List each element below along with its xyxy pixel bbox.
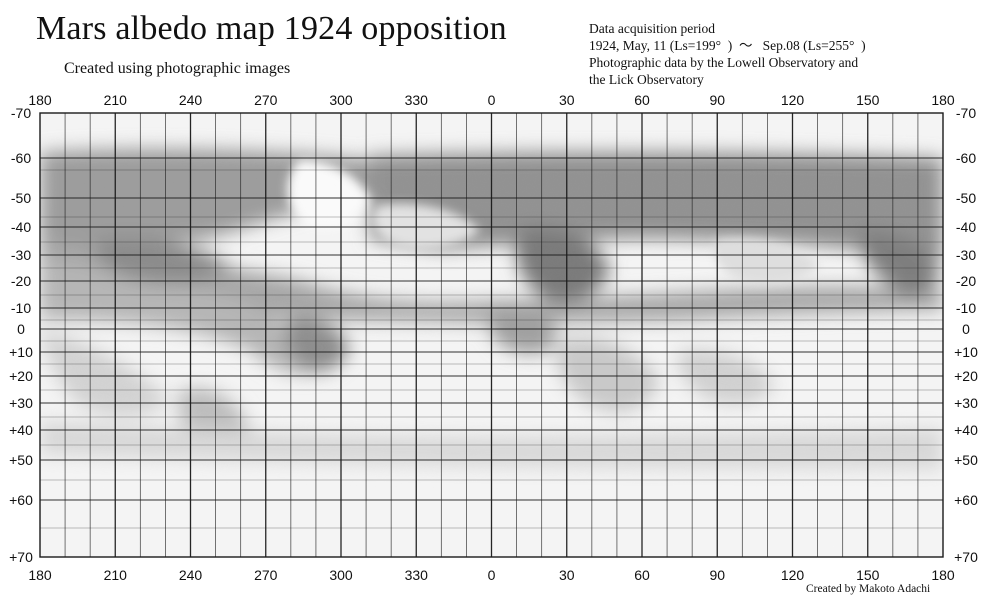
latitude-tick-right: -70: [956, 105, 976, 121]
longitude-tick-bottom: 30: [559, 567, 575, 583]
latitude-tick-right: +40: [954, 422, 978, 438]
latitude-tick-left: -70: [11, 105, 31, 121]
latitude-tick-left: -10: [11, 300, 31, 316]
latitude-tick-left: +40: [9, 422, 33, 438]
longitude-tick-top: 180: [931, 92, 955, 108]
longitude-tick-bottom: 240: [179, 567, 203, 583]
longitude-tick-top: 150: [856, 92, 880, 108]
latitude-tick-left: -50: [11, 190, 31, 206]
latitude-tick-right: 0: [962, 321, 970, 337]
longitude-tick-top: 330: [405, 92, 429, 108]
latitude-tick-right: +60: [954, 492, 978, 508]
longitude-tick-top: 0: [488, 92, 496, 108]
latitude-tick-right: -50: [956, 190, 976, 206]
longitude-tick-top: 90: [709, 92, 725, 108]
longitude-tick-bottom: 210: [104, 567, 128, 583]
latitude-tick-right: +50: [954, 452, 978, 468]
map-title: Mars albedo map 1924 opposition: [36, 10, 507, 47]
latitude-tick-right: +20: [954, 368, 978, 384]
latitude-tick-left: -40: [11, 219, 31, 235]
longitude-tick-top: 300: [329, 92, 353, 108]
info-line-period-dates: 1924, May, 11 (Ls=199° ) ～ Sep.08 (Ls=25…: [589, 38, 866, 53]
latitude-axis-left: -70 -60 -50 -40 -30 -20 -10 0 +10 +20 +30 +40 +50 +60…: [9, 105, 33, 565]
latitude-tick-right: +30: [954, 395, 978, 411]
latitude-tick-left: -30: [11, 247, 31, 263]
longitude-tick-bottom: 180: [28, 567, 52, 583]
longitude-tick-bottom: 0: [488, 567, 496, 583]
longitude-tick-bottom: 180: [931, 567, 955, 583]
longitude-tick-top: 210: [104, 92, 128, 108]
latitude-axis-right: -70 -60 -50 -40 -30 -20 -10 0 +10 +20 +30 +40 +50 +60…: [954, 105, 978, 565]
latitude-tick-right: +70: [954, 549, 978, 565]
latitude-tick-left: +10: [9, 344, 33, 360]
latitude-tick-left: -20: [11, 273, 31, 289]
acquisition-info: Data acquisition period 1924, May, 11 (L…: [589, 20, 866, 88]
latitude-tick-left: +60: [9, 492, 33, 508]
longitude-axis-bottom: 180 210 240 270 300 330 0 30 60 90 120 150 180: [28, 567, 955, 583]
longitude-tick-top: 180: [28, 92, 52, 108]
longitude-tick-bottom: 330: [405, 567, 429, 583]
longitude-tick-top: 120: [781, 92, 805, 108]
latitude-tick-left: +50: [9, 452, 33, 468]
latitude-tick-right: -60: [956, 150, 976, 166]
longitude-tick-top: 240: [179, 92, 203, 108]
author-credit: Created by Makoto Adachi: [806, 583, 931, 595]
longitude-tick-top: 30: [559, 92, 575, 108]
latitude-tick-right: -40: [956, 219, 976, 235]
map-subtitle: Created using photographic images: [64, 60, 291, 77]
latitude-tick-left: 0: [17, 321, 25, 337]
latitude-tick-left: +70: [9, 549, 33, 565]
longitude-tick-bottom: 90: [709, 567, 725, 583]
coordinate-grid: [39, 112, 944, 558]
longitude-tick-top: 60: [634, 92, 650, 108]
longitude-tick-bottom: 300: [329, 567, 353, 583]
info-line-source: Photographic data by the Lowell Observat…: [589, 55, 859, 70]
latitude-tick-left: +30: [9, 395, 33, 411]
longitude-tick-bottom: 270: [254, 567, 278, 583]
longitude-tick-top: 270: [254, 92, 278, 108]
latitude-tick-right: -10: [956, 300, 976, 316]
latitude-tick-right: +10: [954, 344, 978, 360]
latitude-tick-left: +20: [9, 368, 33, 384]
longitude-axis-top: 180 210 240 270 300 330 0 30 60 90 120 150 180: [28, 92, 955, 108]
latitude-tick-left: -60: [11, 150, 31, 166]
info-line-period-heading: Data acquisition period: [589, 21, 715, 36]
info-line-source-cont: the Lick Observatory: [589, 72, 704, 87]
latitude-tick-right: -30: [956, 247, 976, 263]
longitude-tick-bottom: 120: [781, 567, 805, 583]
longitude-tick-bottom: 60: [634, 567, 650, 583]
latitude-tick-right: -20: [956, 273, 976, 289]
longitude-tick-bottom: 150: [856, 567, 880, 583]
